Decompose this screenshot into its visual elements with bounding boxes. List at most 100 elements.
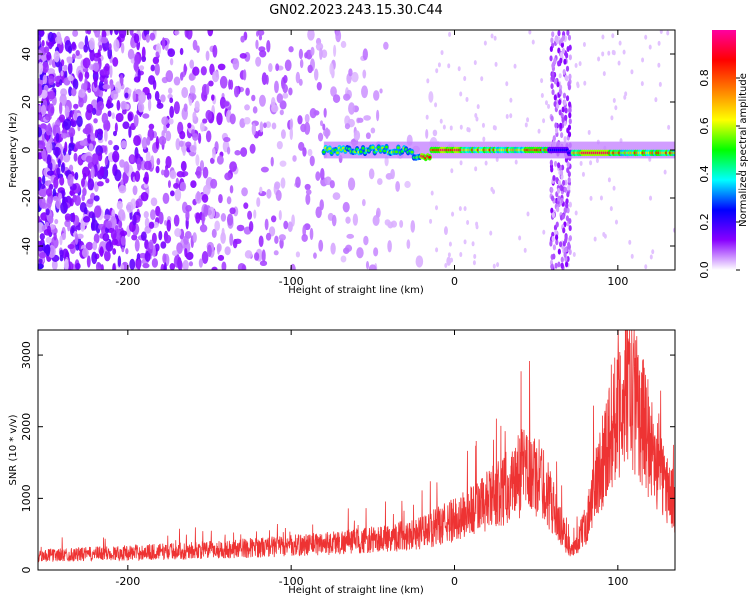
heatmap-cell [188,73,195,81]
heatmap-cell [565,202,569,209]
heatmap-cell [205,109,213,121]
heatmap-cell [514,159,518,165]
heatmap-cell [278,209,282,221]
heatmap-cell [108,43,112,51]
heatmap-cell [607,50,611,56]
heatmap-cell [76,115,83,128]
heatmap-cell [178,260,183,270]
heatmap-cell [563,207,568,214]
heatmap-cell [119,230,128,237]
heatmap-cell [467,127,471,133]
heatmap-cell [558,109,562,116]
heatmap-cell [110,90,119,100]
heatmap-cell [481,122,485,128]
heatmap-cell [273,250,279,256]
heatmap-cell [146,136,151,146]
heatmap-cell [52,188,57,199]
heatmap-cell [561,213,565,220]
heatmap-cell [155,51,160,58]
heatmap-cell [563,246,568,253]
heatmap-cell [54,218,59,225]
heatmap-cell [249,143,256,154]
heatmap-cell [551,89,555,96]
heatmap-cell [64,141,68,153]
heatmap-cell [666,30,670,36]
heatmap-cell [559,169,564,176]
heatmap-cell [47,90,56,100]
heatmap-cell [241,187,248,197]
heatmap-cell [376,207,381,218]
heatmap-cell [589,160,593,166]
heatmap-cell [309,107,317,119]
heatmap-cell [111,112,115,120]
heatmap-cell [248,221,254,232]
heatmap-cell [154,243,160,252]
heatmap-cell [161,130,165,138]
heatmap-cell [244,104,250,111]
heatmap-cell [279,238,284,249]
heatmap-cell [347,177,356,191]
heatmap-cell [382,149,387,153]
heatmap-cell [205,50,210,61]
heatmap-cell [219,75,228,89]
heatmap-cell [129,30,134,36]
heatmap-cell [168,118,174,125]
heatmap-cell [371,146,375,149]
heatmap-cell [395,181,400,192]
heatmap-cell [38,114,43,121]
heatmap-cell [140,231,147,242]
heatmap-cell [120,235,126,246]
heatmap-cell [75,50,80,56]
snr-x-label: Height of straight line (km) [288,585,424,596]
heatmap-cell [265,74,269,85]
heatmap-cell [450,257,454,263]
heatmap-cell [38,33,42,42]
colorbar-tick-label: 0.6 [698,117,711,135]
figure-title: GN02.2023.243.15.30.C44 [269,3,443,18]
heatmap-cell [38,263,44,270]
heatmap-cell [38,196,46,209]
heatmap-cell [563,58,567,65]
heatmap-cell [211,94,215,101]
heatmap-cell [583,80,587,86]
heatmap-cell [183,65,188,73]
heatmap-cell [216,243,222,253]
heatmap-cell [587,129,591,135]
heatmap-cell [256,197,261,208]
heatmap-cell [357,117,364,123]
heatmap-cell [271,122,277,130]
heatmap-cell [259,94,266,107]
heatmap-cell [289,127,294,140]
heatmap-cell [492,263,496,269]
snr-panel: -200 -100 0 100 0 1000 2000 3000 Height of str… [8,329,676,596]
heatmap-cell [165,70,174,83]
heatmap-cell [557,261,561,268]
heatmap-cell [151,232,157,244]
heatmap-cell [48,75,55,86]
heatmap-cell [220,213,227,222]
heatmap-cell [60,70,64,77]
heatmap-cell [161,37,166,50]
heatmap-cell [552,244,556,251]
heatmap-cell [474,113,478,119]
heatmap-cell [64,105,70,118]
heatmap-cell [112,150,120,163]
heatmap-cell [561,47,566,54]
heatmap-cell [147,98,152,112]
heatmap-cell [558,88,562,95]
heatmap-cell [86,30,92,35]
heatmap-cell [110,83,114,91]
heatmap-cell [348,102,356,115]
heatmap-cell [560,132,564,139]
heatmap-cell [554,262,558,269]
heatmap-cell [200,66,207,76]
heatmap-cell [149,32,156,41]
heatmap-cell [195,166,202,179]
heatmap-cell [40,104,47,117]
heatmap-cell [58,192,63,200]
heatmap-cell [574,63,578,69]
heatmap-cell [98,80,104,91]
heatmap-cell [189,59,195,69]
heatmap-cell [81,178,86,187]
heatmap-cell [251,94,256,102]
